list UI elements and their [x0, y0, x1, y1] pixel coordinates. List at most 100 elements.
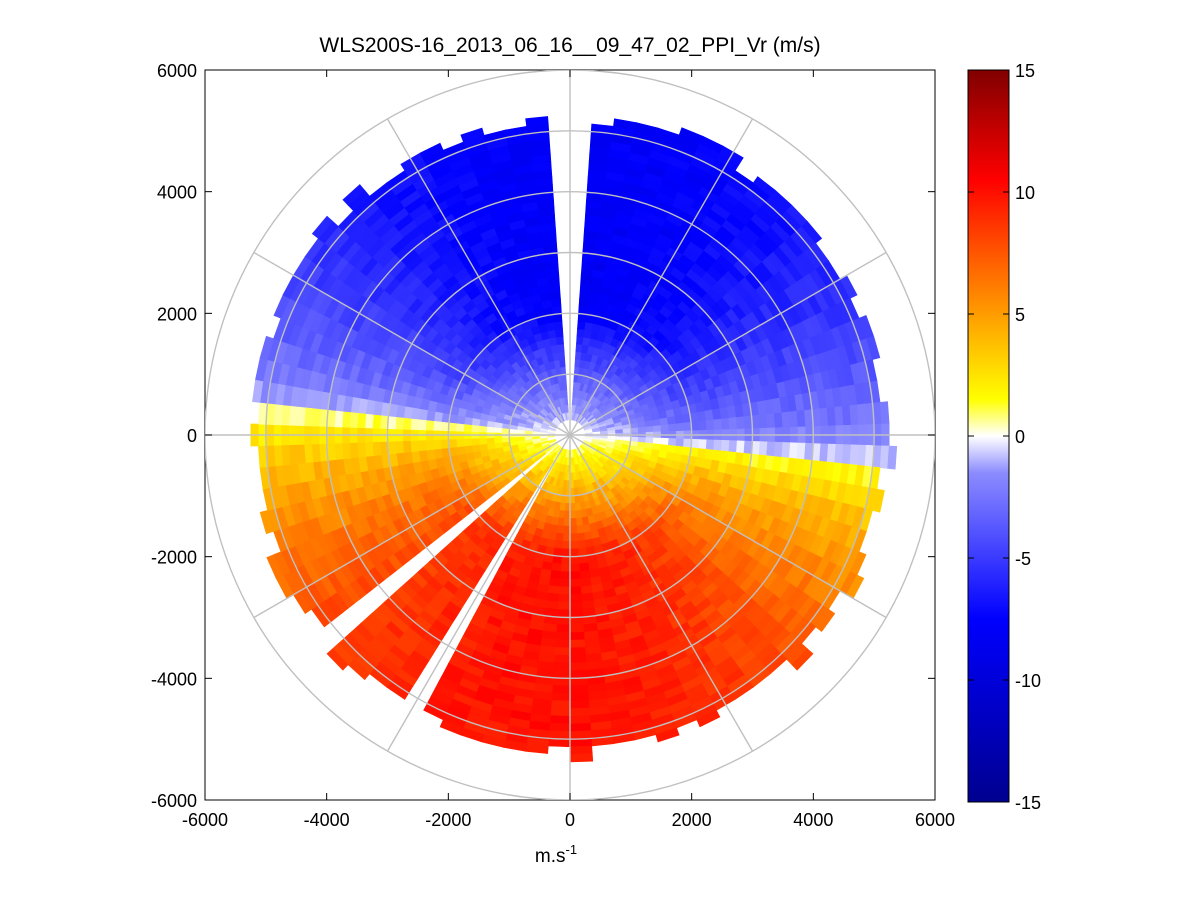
velocity-cell: [879, 401, 890, 425]
colorbar-tick-label: -15: [1015, 793, 1041, 813]
velocity-cell: [683, 438, 692, 449]
velocity-cell: [548, 577, 561, 588]
azimuth-spoke: [386, 118, 571, 436]
colorbar-ticks: 15 10 5 0 -5 -10 -15: [968, 61, 1041, 813]
y-tick-label: -6000: [151, 791, 197, 811]
velocity-cell: [402, 417, 412, 430]
velocity-cell: [555, 631, 571, 641]
velocity-cell: [720, 439, 730, 453]
chart-title: WLS200S-16_2013_06_16__09_47_02_PPI_Vr (…: [319, 34, 820, 57]
velocity-cell: [569, 616, 584, 626]
velocity-cell: [659, 417, 669, 426]
velocity-cell: [364, 441, 374, 457]
velocity-cell: [557, 601, 571, 611]
velocity-cell: [576, 525, 585, 534]
velocity-cell: [463, 423, 473, 432]
x-tick-label: -4000: [304, 810, 350, 830]
velocity-cell: [815, 608, 836, 633]
velocity-cell: [637, 421, 646, 429]
velocity-cell: [419, 142, 444, 161]
velocity-cell: [578, 562, 590, 572]
velocity-cell: [486, 437, 495, 445]
velocity-cell: [494, 441, 503, 449]
azimuth-spoke: [569, 118, 754, 436]
velocity-cell: [569, 700, 590, 710]
velocity-cell: [645, 425, 654, 433]
velocity-cell: [766, 413, 776, 429]
velocity-cell: [569, 593, 583, 603]
velocity-cell: [652, 418, 662, 427]
velocity-cell: [410, 417, 420, 431]
velocity-cell: [516, 436, 525, 441]
velocity-cell: [563, 510, 571, 519]
velocity-cell: [630, 427, 639, 434]
velocity-cell: [579, 282, 592, 293]
y-tick-label: -4000: [151, 669, 197, 689]
velocity-cell: [728, 417, 738, 430]
velocity-cell: [569, 563, 580, 573]
velocity-cell: [259, 510, 274, 535]
velocity-cell: [615, 429, 624, 434]
velocity-cell: [553, 540, 563, 550]
y-tick-label: 4000: [157, 183, 197, 203]
velocity-cell: [698, 439, 708, 450]
x-tick-label: -6000: [182, 810, 228, 830]
velocity-cell: [478, 443, 488, 452]
velocity-cell: [781, 411, 791, 428]
velocity-cell: [579, 570, 591, 580]
velocity-cell: [561, 540, 571, 550]
velocity-cell: [553, 654, 571, 664]
velocity-cell: [576, 328, 586, 338]
velocity-cell: [576, 532, 586, 542]
velocity-cell: [553, 662, 571, 672]
polar-grid: [205, 70, 935, 800]
velocity-cell: [546, 267, 560, 278]
azimuth-spoke: [253, 434, 571, 619]
velocity-cell: [660, 437, 670, 446]
colorbar: [967, 69, 1010, 803]
velocity-cell: [554, 639, 571, 649]
velocity-cell: [402, 440, 412, 453]
azimuth-spoke: [569, 434, 887, 619]
velocity-cell: [887, 445, 898, 470]
y-axis-ticks: 6000 4000 2000 0 -2000 -4000 -6000: [151, 61, 935, 811]
velocity-cell: [394, 440, 404, 454]
velocity-cell: [341, 442, 352, 460]
velocity-cell: [569, 571, 581, 580]
velocity-cell: [559, 578, 571, 588]
velocity-cell: [569, 495, 576, 504]
velocity-cell: [667, 416, 677, 426]
velocity-cell: [550, 707, 571, 717]
velocity-cell: [463, 438, 473, 447]
velocity-cell: [713, 439, 723, 452]
velocity-cell: [410, 439, 420, 453]
velocity-cell: [456, 445, 466, 456]
velocity-cell: [478, 437, 488, 445]
velocity-cell: [569, 624, 585, 634]
velocity-cell: [569, 556, 580, 565]
velocity-cell: [455, 438, 465, 448]
azimuth-spoke: [569, 434, 754, 752]
velocity-cell: [448, 438, 457, 449]
velocity-cell: [563, 518, 571, 527]
velocity-cell: [652, 437, 662, 445]
velocity-cell: [569, 722, 592, 732]
velocity-cell: [551, 692, 571, 702]
velocity-cell: [556, 609, 571, 618]
velocity-cell: [432, 420, 442, 431]
velocity-cell: [554, 647, 571, 656]
velocity-cell: [569, 647, 586, 656]
velocity-cell: [766, 441, 776, 457]
velocity-cell: [557, 593, 571, 603]
velocity-cell: [655, 727, 680, 743]
velocity-cell: [463, 444, 473, 454]
colorbar-tick-label: 10: [1015, 183, 1035, 203]
velocity-cell: [561, 548, 571, 558]
velocity-cell: [705, 439, 715, 451]
velocity-cell: [356, 412, 367, 429]
velocity-cell: [349, 442, 359, 459]
velocity-cell: [550, 562, 562, 572]
velocity-cell: [559, 571, 571, 580]
velocity-cell: [356, 441, 367, 458]
